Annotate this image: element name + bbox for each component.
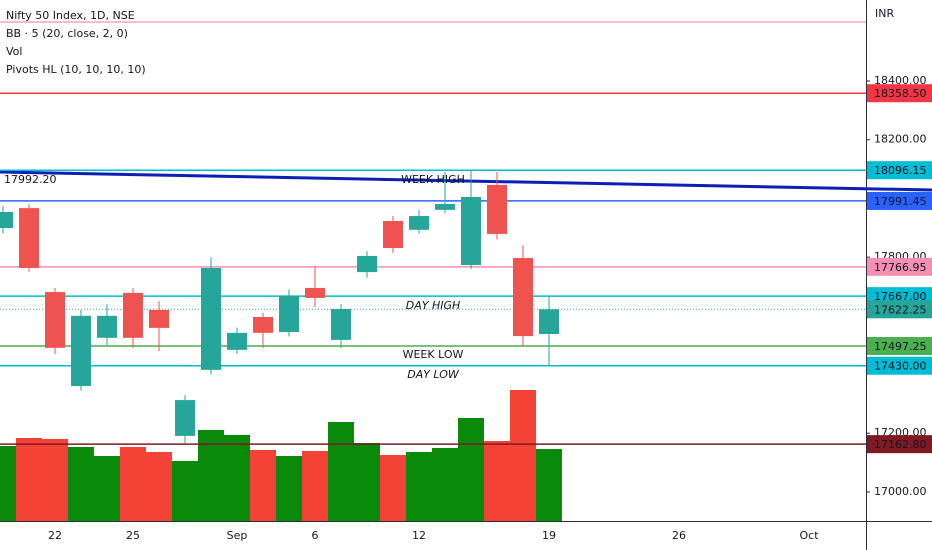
price-label-box [867, 257, 932, 276]
candle-body [45, 292, 65, 348]
legend-item: Pivots HL (10, 10, 10, 10) [6, 63, 146, 76]
annotation: WEEK HIGH [401, 173, 465, 186]
candle-body [513, 258, 533, 337]
volume-bar [510, 390, 536, 521]
trendline [0, 170, 932, 192]
candle-body [305, 287, 325, 298]
price-label: 17991.45 [874, 195, 927, 208]
volume-bar [536, 449, 562, 521]
y-tick-label: 18400.00 [874, 74, 927, 87]
volume-bar [224, 435, 250, 521]
candle-body [539, 309, 559, 335]
candle-body [227, 332, 247, 350]
price-label: 17622.25 [874, 303, 927, 316]
price-label-box [867, 161, 932, 180]
price-label: 18096.15 [874, 164, 927, 177]
x-tick-label: Oct [799, 529, 819, 542]
volume-bar [68, 447, 94, 521]
volume-bar [302, 451, 328, 521]
legend-item: Nifty 50 Index, 1D, NSE [6, 9, 135, 22]
x-tick-label: 25 [126, 529, 140, 542]
volume-bar [16, 438, 42, 521]
price-label-box [867, 356, 932, 375]
candle-body [97, 315, 117, 338]
x-tick-label: 22 [48, 529, 62, 542]
price-label-box [867, 300, 932, 319]
price-label: 18358.50 [874, 87, 927, 100]
x-tick-label: 6 [312, 529, 319, 542]
candle-body [357, 255, 377, 273]
y-tick-label: 17000.00 [874, 485, 927, 498]
candle-body [71, 315, 91, 386]
price-label: 17667.00 [874, 290, 927, 303]
candle-body [149, 309, 169, 328]
x-tick-label: 26 [672, 529, 686, 542]
candle-body [331, 309, 351, 340]
candle-body [279, 295, 299, 332]
candle-body [383, 221, 403, 249]
volume-bar [42, 439, 68, 521]
price-label: 17430.00 [874, 360, 927, 373]
candle-body [487, 184, 507, 234]
price-label: 17497.25 [874, 340, 927, 353]
volume-bar [94, 456, 120, 521]
price-label-box [867, 191, 932, 210]
volume-bar [328, 422, 354, 521]
candle-body [461, 196, 481, 266]
candle-body [201, 267, 221, 370]
y-tick-label: 18200.00 [874, 133, 927, 146]
candle-body [253, 317, 273, 333]
volume-bar [172, 461, 198, 521]
price-label-box [867, 336, 932, 355]
volume-bar [198, 430, 224, 521]
annotation: WEEK LOW [403, 348, 464, 361]
volume-bar [354, 443, 380, 521]
price-label: 17766.95 [874, 261, 927, 274]
price-label: 17162.80 [874, 438, 927, 451]
annotation: DAY LOW [407, 368, 460, 381]
trendline-label: 17992.20 [4, 173, 57, 186]
candle-body [435, 203, 455, 210]
volume-bar [406, 452, 432, 521]
x-tick-label: 12 [412, 529, 426, 542]
currency-label: INR [875, 7, 894, 20]
candle-body [175, 400, 195, 436]
volume-bar [276, 456, 302, 521]
volume-bar [380, 455, 406, 521]
candle-body [123, 292, 143, 338]
x-tick-label: Sep [227, 529, 248, 542]
candle-body [19, 208, 39, 268]
price-label-box [867, 435, 932, 454]
volume-bar [146, 452, 172, 521]
legend-item: BB · 5 (20, close, 2, 0) [6, 27, 128, 40]
volume-bar [432, 448, 458, 521]
volume-bar [484, 441, 510, 521]
volume-bar [0, 446, 16, 521]
candle-body [409, 216, 429, 230]
price-label-box [867, 84, 932, 103]
volume-bar [458, 418, 484, 521]
candle-body [0, 211, 13, 229]
legend-item: Vol [6, 45, 22, 58]
x-tick-label: 19 [542, 529, 556, 542]
annotation: DAY HIGH [406, 299, 461, 312]
volume-bar [120, 447, 146, 521]
volume-bar [250, 450, 276, 521]
